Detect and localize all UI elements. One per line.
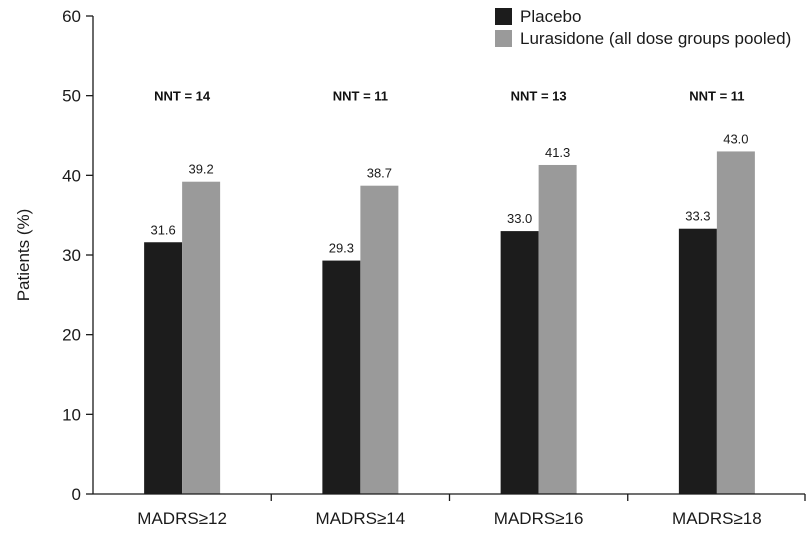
legend-swatch-placebo	[495, 8, 512, 25]
data-label: 33.0	[507, 211, 532, 226]
bars-group	[144, 151, 755, 494]
y-tick-label: 0	[72, 485, 81, 504]
y-tick-label: 50	[62, 87, 81, 106]
data-label: 43.0	[723, 131, 748, 146]
bar-placebo-madrs-12	[144, 242, 183, 494]
annotations-group: NNT = 14 NNT = 11 NNT = 13 NNT = 11	[154, 89, 744, 104]
y-tick-label: 40	[62, 166, 81, 185]
data-label: 29.3	[329, 241, 354, 256]
nnt-annotation: NNT = 11	[333, 89, 388, 104]
y-ticks-group: 0 10 20 30 40 50 60	[62, 7, 93, 504]
nnt-annotation: NNT = 11	[689, 89, 744, 104]
bar-placebo-madrs-16	[500, 231, 539, 494]
legend-swatch-lurasidone-all-dose-groups-pooled	[495, 30, 512, 47]
x-tick-label: MADRS≥18	[672, 509, 762, 528]
legend-label: Lurasidone (all dose groups pooled)	[520, 29, 791, 48]
y-tick-label: 30	[62, 246, 81, 265]
legend-label: Placebo	[520, 7, 581, 26]
legend: Placebo Lurasidone (all dose groups poole…	[495, 7, 791, 48]
y-tick-label: 20	[62, 326, 81, 345]
x-tick-label: MADRS≥12	[137, 509, 227, 528]
bar-placebo-madrs-14	[322, 260, 361, 494]
y-tick-label: 60	[62, 7, 81, 26]
bar-lurasidone-all-dose-groups-pooled-madrs-18	[716, 151, 755, 494]
x-tick-label: MADRS≥16	[494, 509, 584, 528]
y-tick-label: 10	[62, 405, 81, 424]
data-label: 31.6	[150, 222, 175, 237]
bar-lurasidone-all-dose-groups-pooled-madrs-14	[360, 185, 399, 494]
nnt-annotation: NNT = 13	[511, 89, 567, 104]
data-labels-group: 31.6 39.2 29.3 38.7 33.0 41.3 33.3 43.0	[150, 131, 748, 255]
data-label: 39.2	[188, 162, 213, 177]
data-label: 38.7	[367, 166, 392, 181]
bar-lurasidone-all-dose-groups-pooled-madrs-12	[182, 181, 221, 494]
x-tick-label: MADRS≥14	[316, 509, 406, 528]
y-axis-title: Patients (%)	[14, 209, 33, 302]
bar-placebo-madrs-18	[678, 228, 717, 494]
nnt-annotation: NNT = 14	[154, 89, 211, 104]
data-label: 33.3	[685, 209, 710, 224]
x-ticks-group: MADRS≥12 MADRS≥14 MADRS≥16 MADRS≥18	[137, 494, 806, 528]
bar-lurasidone-all-dose-groups-pooled-madrs-16	[538, 164, 577, 494]
data-label: 41.3	[545, 145, 570, 160]
